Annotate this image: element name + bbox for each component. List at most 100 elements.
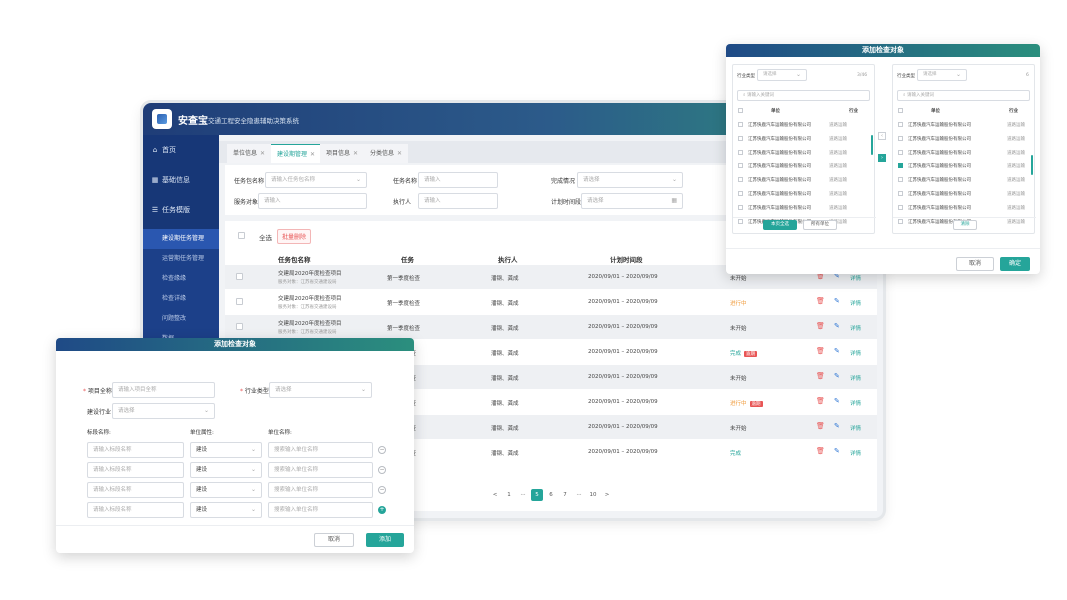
edit-icon[interactable]: ✎ [834, 297, 840, 305]
delete-icon[interactable]: 🗑 [816, 297, 825, 305]
sidebar-item-task[interactable]: ☰ 任务模版 [143, 197, 219, 223]
detail-link[interactable]: 详情 [850, 351, 862, 357]
service-input[interactable]: 请输入 [258, 193, 367, 209]
detail-link[interactable]: 详情 [850, 276, 862, 282]
detail-link[interactable]: 详情 [850, 326, 862, 332]
row-checkbox[interactable] [738, 149, 743, 155]
delete-icon[interactable]: 🗑 [816, 372, 825, 380]
executor-input[interactable]: 请输入 [418, 193, 498, 209]
attr-select[interactable]: 建设 ⌄ [190, 442, 262, 458]
industry-type-select[interactable]: 请选择 ⌄ [917, 69, 967, 81]
delete-icon[interactable]: 🗑 [816, 322, 825, 330]
cancel-button[interactable]: 取消 [314, 533, 354, 547]
delete-icon[interactable]: 🗑 [816, 447, 825, 455]
row-checkbox[interactable] [898, 149, 903, 155]
page-7[interactable]: 7 [563, 492, 567, 498]
add-row-icon[interactable]: + [378, 506, 386, 514]
detail-link[interactable]: 详情 [850, 426, 862, 432]
remove-row-icon[interactable]: − [378, 486, 386, 494]
page-10[interactable]: 10 [589, 492, 597, 498]
header-checkbox[interactable] [738, 108, 743, 113]
page-5[interactable]: 5 [531, 489, 543, 501]
detail-link[interactable]: 详情 [850, 376, 862, 382]
sidebar-sub-0[interactable]: 建设期任务管理 [143, 229, 219, 249]
row-checkbox[interactable] [738, 163, 743, 169]
page-prev[interactable]: < [492, 492, 498, 498]
detail-link[interactable]: 详情 [850, 451, 862, 457]
project-input[interactable]: 请输入项目全称 [112, 382, 215, 398]
delete-icon[interactable]: 🗑 [816, 272, 825, 280]
row-checkbox[interactable] [898, 122, 903, 127]
page-6[interactable]: 6 [549, 492, 553, 498]
row-checkbox[interactable] [898, 135, 903, 141]
edit-icon[interactable]: ✎ [834, 422, 840, 430]
detail-link[interactable]: 详情 [850, 401, 862, 407]
search-input[interactable]: ⌕ 请输入关键词 [897, 90, 1030, 101]
section-input[interactable]: 请输入标段名称 [87, 502, 184, 518]
section-input[interactable]: 请输入标段名称 [87, 482, 184, 498]
scrollbar[interactable] [1031, 155, 1033, 175]
edit-icon[interactable]: ✎ [834, 397, 840, 405]
sidebar-sub-3[interactable]: 检查详缘 [143, 289, 219, 309]
attr-select[interactable]: 建设 ⌄ [190, 502, 262, 518]
row-checkbox[interactable] [898, 177, 903, 183]
close-icon[interactable]: ✕ [353, 150, 359, 157]
move-left-button[interactable]: ‹ [878, 132, 886, 140]
sidebar-sub-4[interactable]: 问题整改 [143, 309, 219, 329]
close-icon[interactable]: ✕ [260, 150, 266, 157]
scrollbar[interactable] [871, 135, 873, 155]
row-checkbox[interactable] [236, 273, 243, 280]
batch-delete-button[interactable]: 批量删除 [277, 229, 312, 244]
tab-category[interactable]: 分类信息 ✕ [364, 144, 409, 163]
row-checkbox[interactable] [738, 218, 743, 224]
row-checkbox[interactable] [236, 323, 243, 330]
row-checkbox[interactable] [738, 191, 743, 196]
unit-search-input[interactable]: 搜索输入单位名称 [268, 482, 373, 498]
sidebar-sub-2[interactable]: 检查缘缘 [143, 269, 219, 289]
section-input[interactable]: 请输入标段名称 [87, 442, 184, 458]
select-all-checkbox[interactable] [238, 232, 245, 239]
task-name-input[interactable]: 请输入 [418, 172, 498, 188]
row-checkbox[interactable] [738, 135, 743, 141]
edit-icon[interactable]: ✎ [834, 347, 840, 355]
unit-search-input[interactable]: 搜索输入单位名称 [268, 502, 373, 518]
section-input[interactable]: 请输入标段名称 [87, 462, 184, 478]
edit-icon[interactable]: ✎ [834, 447, 840, 455]
close-icon[interactable]: ✕ [310, 151, 316, 158]
row-checkbox[interactable] [898, 204, 903, 210]
edit-icon[interactable]: ✎ [834, 372, 840, 380]
row-checkbox[interactable] [898, 191, 903, 196]
detail-link[interactable]: 详情 [850, 301, 862, 307]
row-checkbox[interactable] [898, 218, 903, 224]
select-all-units-button[interactable]: 所有单位 [803, 220, 837, 230]
status-select[interactable]: 请选择 ⌄ [577, 172, 683, 188]
sidebar-item-home[interactable]: ⌂ 首页 [143, 137, 219, 163]
industry-type-select[interactable]: 请选择 ⌄ [757, 69, 807, 81]
task-pkg-select[interactable]: 请输入任务包名称 ⌄ [265, 172, 367, 188]
tab-construction[interactable]: 建设期管理 ✕ [271, 144, 322, 163]
industry-select[interactable]: 请选择 ⌄ [269, 382, 372, 398]
edit-icon[interactable]: ✎ [834, 272, 840, 280]
confirm-button[interactable]: 确定 [1000, 257, 1030, 271]
sidebar-item-basic[interactable]: ▦ 基础信息 [143, 167, 219, 193]
build-select[interactable]: 请选择 ⌄ [112, 403, 215, 419]
tab-unit[interactable]: 单位信息 ✕ [227, 144, 272, 163]
row-checkbox[interactable] [738, 177, 743, 183]
time-picker[interactable]: 请选择 ▦ [581, 193, 683, 209]
delete-icon[interactable]: 🗑 [816, 347, 825, 355]
unit-search-input[interactable]: 搜索输入单位名称 [268, 462, 373, 478]
attr-select[interactable]: 建设 ⌄ [190, 482, 262, 498]
remove-row-icon[interactable]: − [378, 466, 386, 474]
page-1[interactable]: 1 [507, 492, 511, 498]
delete-icon[interactable]: 🗑 [816, 397, 825, 405]
delete-icon[interactable]: 🗑 [816, 422, 825, 430]
remove-row-icon[interactable]: − [378, 446, 386, 454]
clear-button[interactable]: 清除 [953, 220, 977, 230]
row-checkbox[interactable] [236, 298, 243, 305]
close-icon[interactable]: ✕ [397, 150, 403, 157]
edit-icon[interactable]: ✎ [834, 322, 840, 330]
unit-search-input[interactable]: 搜索输入单位名称 [268, 442, 373, 458]
move-right-button[interactable]: › [878, 154, 886, 162]
cancel-button[interactable]: 取消 [956, 257, 994, 271]
page-next[interactable]: > [604, 492, 610, 498]
